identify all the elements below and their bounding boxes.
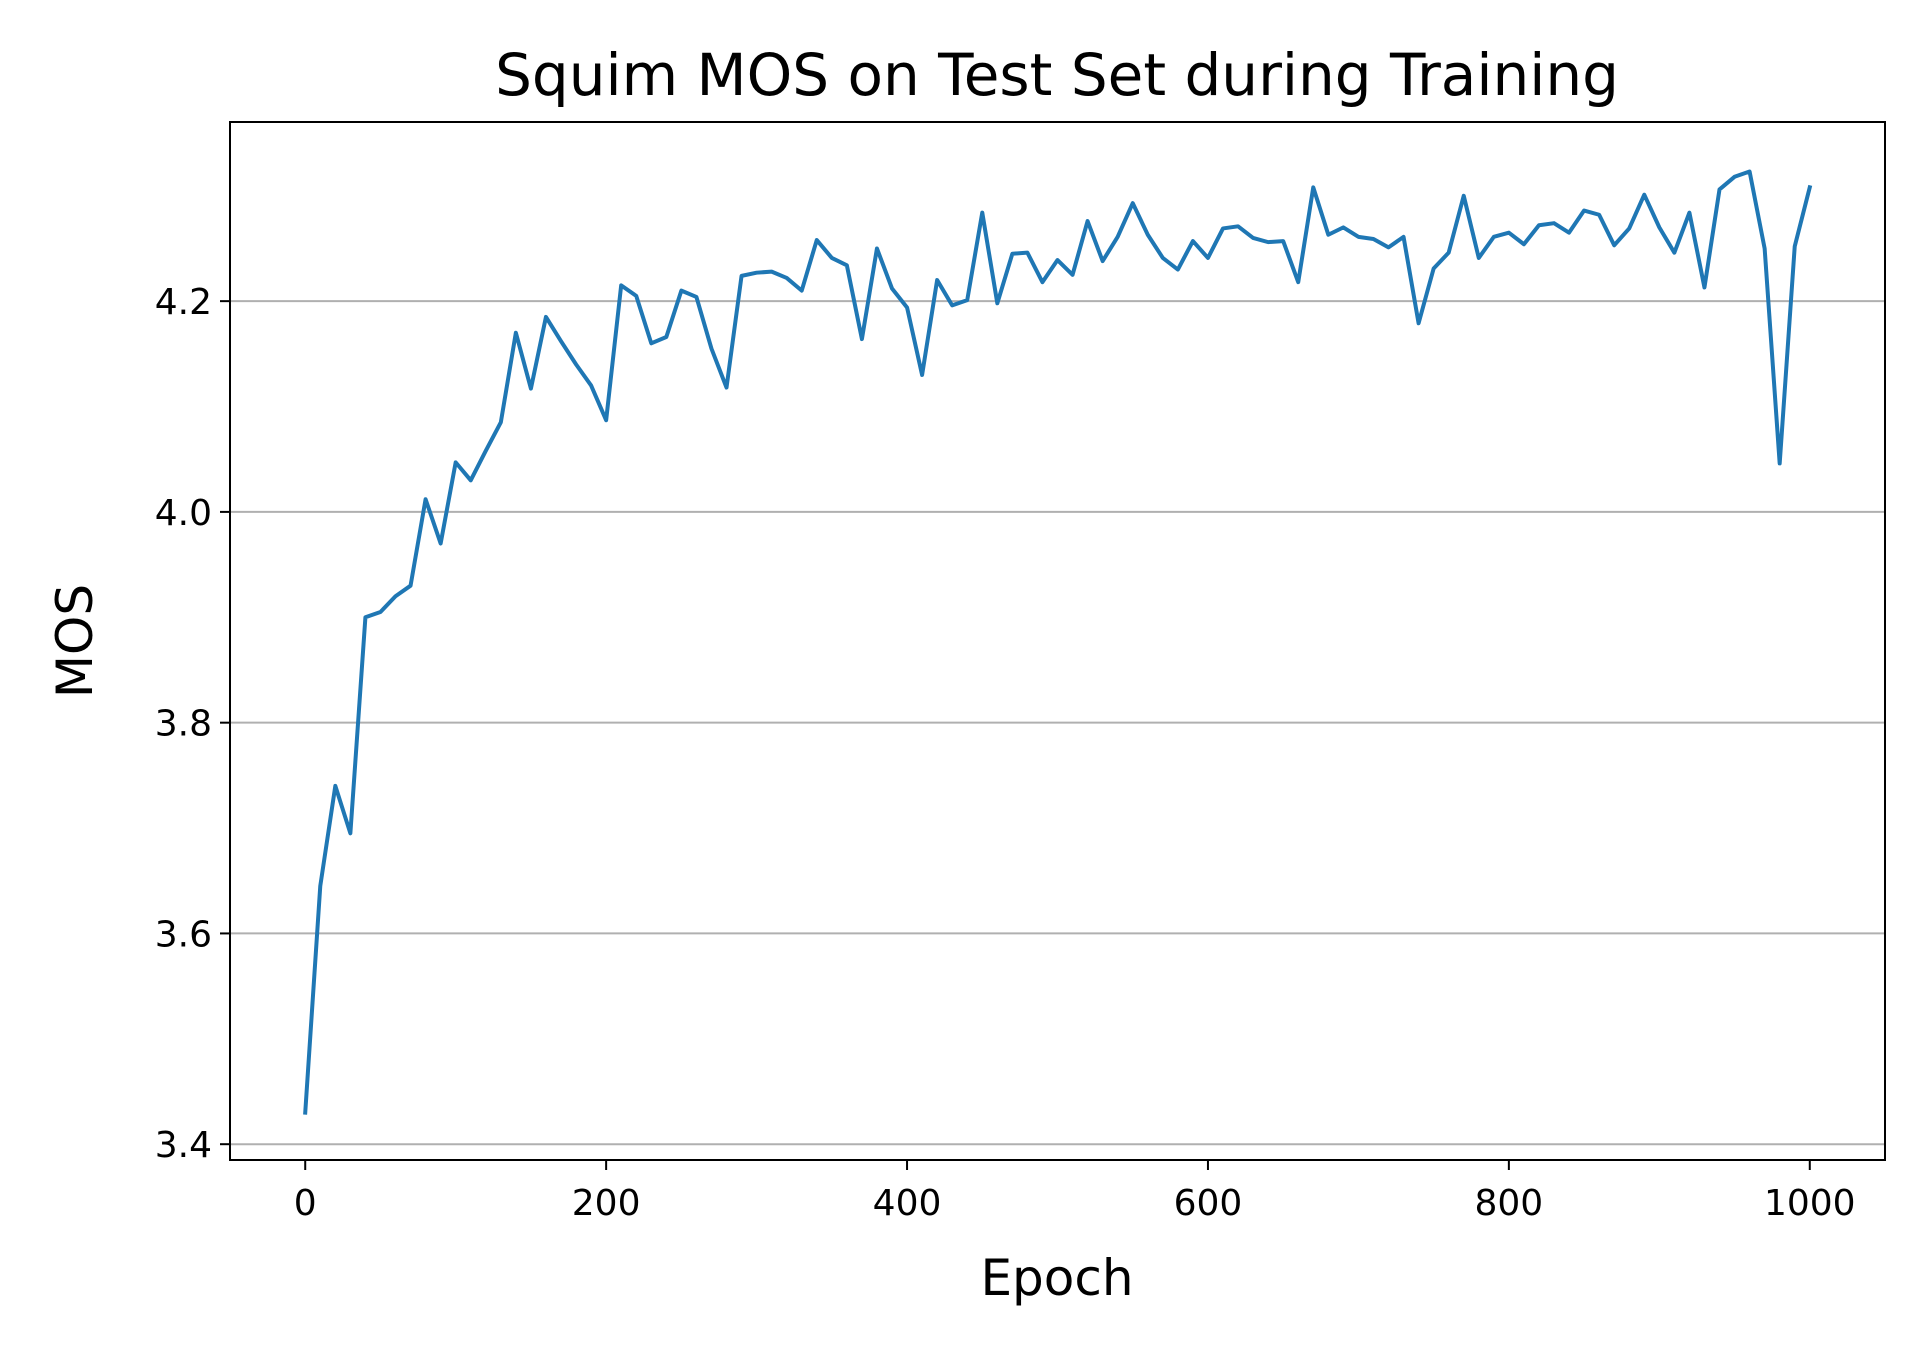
y-tick-label: 4.0 bbox=[155, 493, 212, 534]
x-tick-label: 0 bbox=[294, 1183, 317, 1224]
x-tick-label: 200 bbox=[572, 1183, 641, 1224]
series-lines bbox=[303, 169, 1813, 1115]
plot-frame bbox=[229, 121, 1886, 1161]
y-tick-label: 3.6 bbox=[155, 914, 212, 955]
y-axis-ticks: 3.4 3.6 3.8 4.0 4.2 bbox=[155, 282, 230, 1166]
x-tick-label: 800 bbox=[1475, 1183, 1544, 1224]
grid-lines bbox=[230, 300, 1885, 1146]
x-axis-ticks: 0 200 400 600 800 1000 bbox=[294, 1160, 1856, 1224]
x-tick-label: 600 bbox=[1174, 1183, 1243, 1224]
x-axis-label: Epoch bbox=[980, 1249, 1133, 1307]
y-tick-label: 3.4 bbox=[155, 1125, 212, 1166]
y-axis-label: MOS bbox=[46, 584, 104, 698]
y-tick-label: 4.2 bbox=[155, 282, 212, 323]
x-tick-label: 1000 bbox=[1764, 1183, 1856, 1224]
x-tick-label: 400 bbox=[873, 1183, 942, 1224]
series-line bbox=[303, 169, 1813, 1115]
chart-title: Squim MOS on Test Set during Training bbox=[495, 41, 1619, 109]
y-tick-label: 3.8 bbox=[155, 704, 212, 745]
